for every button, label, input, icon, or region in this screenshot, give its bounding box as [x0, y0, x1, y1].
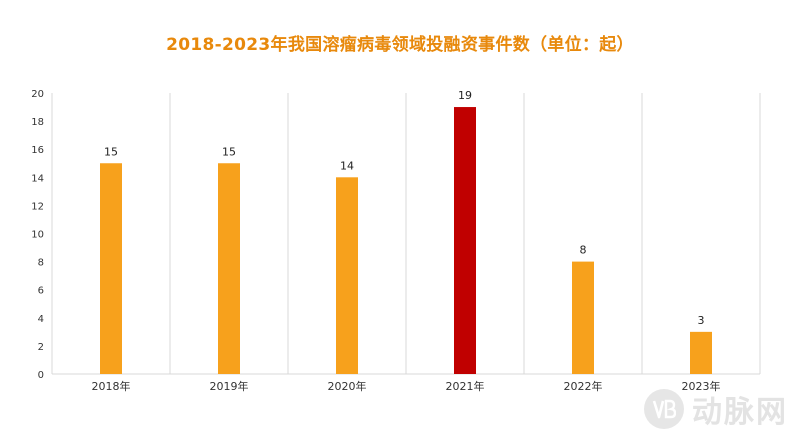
data-label: 14: [340, 159, 354, 172]
y-tick-label: 4: [38, 314, 44, 325]
data-labels: 15 15 14 19 8 3: [104, 89, 705, 327]
data-label: 3: [698, 314, 705, 327]
bar: [690, 331, 712, 374]
y-tick-label: 16: [31, 145, 44, 156]
bar: [100, 163, 122, 374]
y-axis: 0 2 4 6 8 10 12 14 16 18 20: [31, 89, 44, 381]
y-tick-label: 18: [31, 117, 44, 128]
y-tick-label: 20: [31, 89, 44, 100]
bar: [336, 177, 358, 374]
x-tick-label: 2018年: [92, 379, 131, 393]
y-tick-label: 6: [38, 286, 44, 297]
bars: [100, 107, 712, 375]
vb-logo-icon: [644, 389, 684, 429]
x-tick-label: 2020年: [328, 379, 367, 393]
x-tick-label: 2023年: [682, 379, 721, 393]
bar: [218, 163, 240, 374]
data-label: 19: [458, 89, 472, 102]
y-tick-label: 14: [31, 173, 44, 184]
watermark-text: 动脉网: [692, 395, 788, 430]
bar: [454, 107, 476, 375]
chart-title: 2018-2023年我国溶瘤病毒领域投融资事件数（单位：起）: [166, 35, 634, 55]
bar: [572, 261, 594, 374]
data-label: 15: [104, 145, 118, 158]
data-label: 15: [222, 145, 236, 158]
x-tick-label: 2019年: [210, 379, 249, 393]
data-label: 8: [580, 244, 587, 257]
y-tick-label: 2: [38, 342, 44, 353]
y-tick-label: 10: [31, 230, 44, 241]
y-tick-label: 12: [31, 201, 44, 212]
y-tick-label: 8: [38, 258, 44, 269]
x-axis: 2018年 2019年 2020年 2021年 2022年 2023年: [92, 379, 721, 393]
y-tick-label: 0: [38, 370, 44, 381]
x-tick-label: 2021年: [446, 379, 485, 393]
x-tick-label: 2022年: [564, 379, 603, 393]
grid-lines: [51, 93, 761, 375]
watermark: 动脉网: [644, 387, 788, 431]
